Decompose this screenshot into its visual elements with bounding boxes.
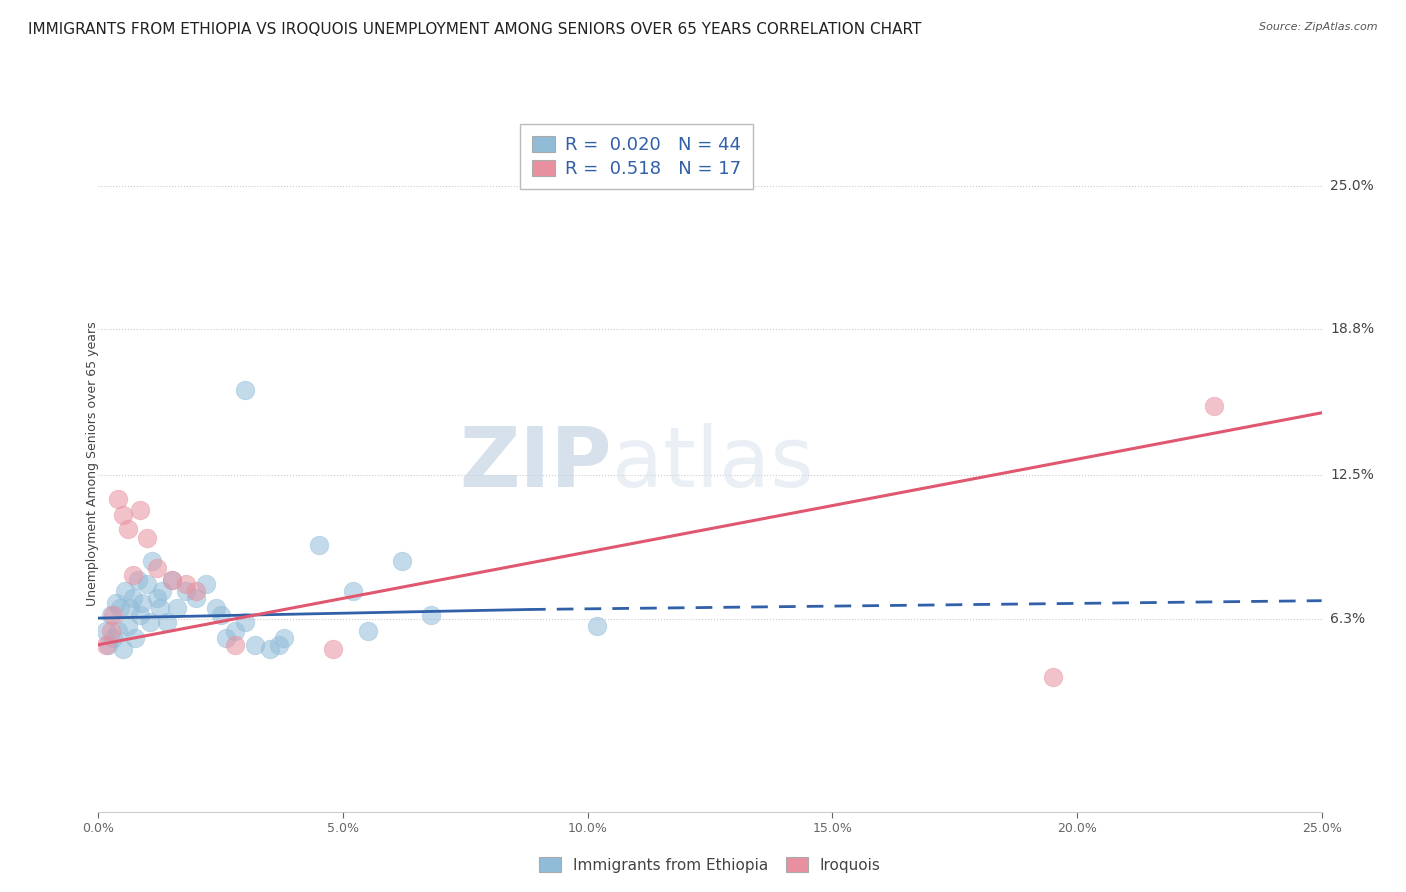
Point	[121, 568, 143, 582]
Point	[111, 508, 134, 522]
Point	[149, 600, 172, 615]
Point	[356, 624, 378, 638]
Point	[269, 638, 291, 652]
Legend: Immigrants from Ethiopia, Iroquois: Immigrants from Ethiopia, Iroquois	[531, 850, 889, 880]
Text: Source: ZipAtlas.com: Source: ZipAtlas.com	[1260, 22, 1378, 32]
Point	[209, 607, 232, 622]
Point	[160, 573, 183, 587]
Point	[586, 619, 609, 633]
Point	[101, 631, 124, 645]
Point	[124, 631, 146, 645]
Text: 6.3%: 6.3%	[1330, 612, 1365, 626]
Point	[100, 607, 122, 622]
Point	[146, 561, 169, 575]
Point	[160, 573, 183, 587]
Point	[111, 642, 134, 657]
Point	[146, 591, 169, 606]
Point	[131, 596, 153, 610]
Text: ZIP: ZIP	[460, 424, 612, 504]
Point	[94, 624, 117, 638]
Point	[129, 607, 152, 622]
Point	[101, 607, 124, 622]
Text: atlas: atlas	[612, 424, 814, 504]
Text: 25.0%: 25.0%	[1330, 178, 1374, 193]
Point	[110, 600, 132, 615]
Point	[243, 638, 266, 652]
Point	[139, 615, 162, 629]
Point	[233, 383, 256, 397]
Point	[176, 584, 198, 599]
Point	[186, 591, 208, 606]
Point	[308, 538, 330, 552]
Point	[136, 577, 159, 591]
Point	[233, 615, 256, 629]
Point	[259, 642, 281, 657]
Point	[205, 600, 228, 615]
Point	[322, 642, 344, 657]
Point	[342, 584, 364, 599]
Point	[195, 577, 218, 591]
Point	[136, 531, 159, 545]
Point	[1042, 670, 1064, 684]
Point	[120, 600, 142, 615]
Point	[224, 624, 246, 638]
Point	[186, 584, 208, 599]
Point	[273, 631, 295, 645]
Point	[107, 491, 129, 506]
Point	[100, 624, 122, 638]
Point	[214, 631, 236, 645]
Point	[127, 573, 149, 587]
Point	[141, 554, 163, 568]
Point	[176, 577, 198, 591]
Point	[391, 554, 413, 568]
Text: IMMIGRANTS FROM ETHIOPIA VS IROQUOIS UNEMPLOYMENT AMONG SENIORS OVER 65 YEARS CO: IMMIGRANTS FROM ETHIOPIA VS IROQUOIS UNE…	[28, 22, 921, 37]
Point	[166, 600, 188, 615]
Point	[117, 522, 139, 536]
Point	[224, 638, 246, 652]
Point	[156, 615, 179, 629]
Point	[150, 584, 173, 599]
Y-axis label: Unemployment Among Seniors over 65 years: Unemployment Among Seniors over 65 years	[86, 321, 100, 607]
Point	[129, 503, 152, 517]
Point	[104, 596, 127, 610]
Point	[121, 591, 143, 606]
Point	[420, 607, 443, 622]
Point	[1202, 399, 1225, 413]
Point	[114, 584, 136, 599]
Point	[97, 638, 120, 652]
Point	[107, 624, 129, 638]
Point	[117, 619, 139, 633]
Text: 12.5%: 12.5%	[1330, 468, 1374, 483]
Point	[94, 638, 117, 652]
Text: 18.8%: 18.8%	[1330, 322, 1374, 336]
